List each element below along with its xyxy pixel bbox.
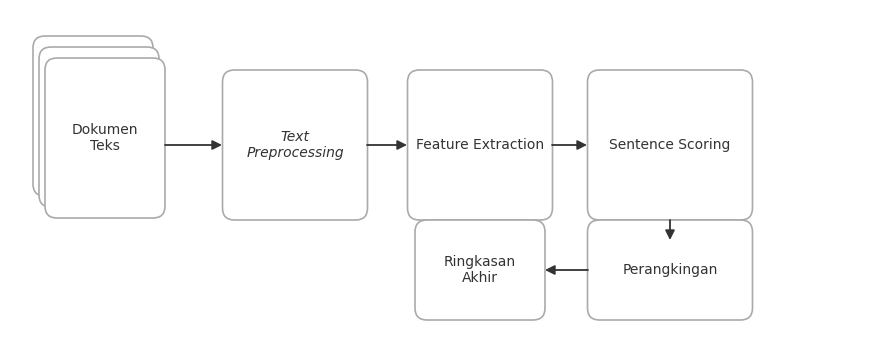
FancyBboxPatch shape (408, 70, 552, 220)
FancyBboxPatch shape (45, 58, 165, 218)
FancyBboxPatch shape (222, 70, 368, 220)
FancyBboxPatch shape (588, 220, 753, 320)
Text: Text
Preprocessing: Text Preprocessing (246, 130, 343, 160)
FancyBboxPatch shape (588, 70, 753, 220)
Text: Sentence Scoring: Sentence Scoring (609, 138, 731, 152)
FancyBboxPatch shape (33, 36, 153, 196)
Text: Dokumen
Teks: Dokumen Teks (71, 123, 138, 153)
Text: Feature Extraction: Feature Extraction (416, 138, 544, 152)
Text: Ringkasan
Akhir: Ringkasan Akhir (444, 255, 516, 285)
Text: Perangkingan: Perangkingan (623, 263, 718, 277)
FancyBboxPatch shape (415, 220, 545, 320)
FancyBboxPatch shape (39, 47, 159, 207)
